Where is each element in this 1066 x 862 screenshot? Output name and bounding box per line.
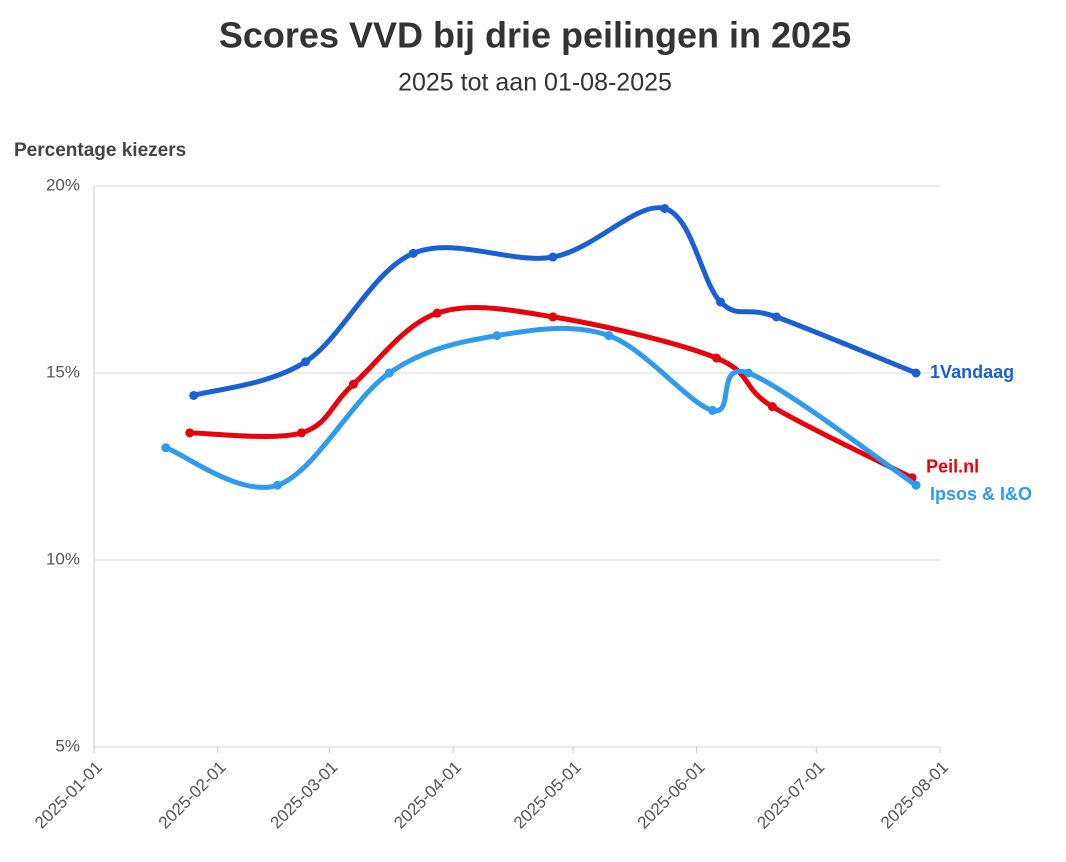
data-point [297, 428, 307, 438]
y-axis-label: Percentage kiezers [14, 140, 186, 161]
series-label: Ipsos & I&O [930, 484, 1032, 504]
chart-subtitle: 2025 tot aan 01-08-2025 [398, 69, 672, 97]
x-tick-label: 2025-03-01 [267, 758, 342, 833]
data-point [273, 480, 283, 490]
series-label: Peil.nl [926, 456, 979, 476]
x-tick-label: 2025-05-01 [510, 758, 585, 833]
y-tick-label: 15% [46, 362, 80, 381]
data-point [548, 252, 558, 262]
series-line [191, 205, 919, 398]
data-point [604, 331, 614, 341]
data-point [743, 368, 753, 378]
data-point [911, 368, 921, 378]
series-label: 1Vandaag [930, 362, 1014, 382]
data-point [492, 331, 502, 341]
data-point [767, 402, 777, 412]
data-point [348, 379, 358, 389]
data-point [708, 405, 718, 415]
x-tick-label: 2025-01-01 [31, 758, 106, 833]
data-point [660, 203, 670, 213]
x-tick-label: 2025-08-01 [877, 758, 952, 833]
series-line [187, 304, 915, 481]
series-line [163, 325, 919, 490]
data-point [771, 312, 781, 322]
data-point [185, 428, 195, 438]
y-tick-label: 5% [55, 736, 80, 755]
data-point [161, 443, 171, 453]
x-tick-label: 2025-04-01 [390, 758, 465, 833]
data-point [301, 357, 310, 367]
chart-title: Scores VVD bij drie peilingen in 2025 [219, 15, 851, 56]
data-point [432, 308, 442, 318]
data-point [716, 297, 726, 307]
x-tick-label: 2025-06-01 [634, 758, 709, 833]
data-point [384, 368, 394, 378]
data-point [189, 390, 199, 400]
x-tick-label: 2025-02-01 [155, 758, 230, 833]
data-point [911, 480, 921, 490]
data-point [712, 353, 722, 363]
data-point [548, 312, 558, 322]
x-tick-label: 2025-07-01 [753, 758, 828, 833]
y-tick-label: 20% [46, 175, 80, 194]
data-point [408, 248, 418, 258]
y-tick-label: 10% [46, 549, 80, 568]
